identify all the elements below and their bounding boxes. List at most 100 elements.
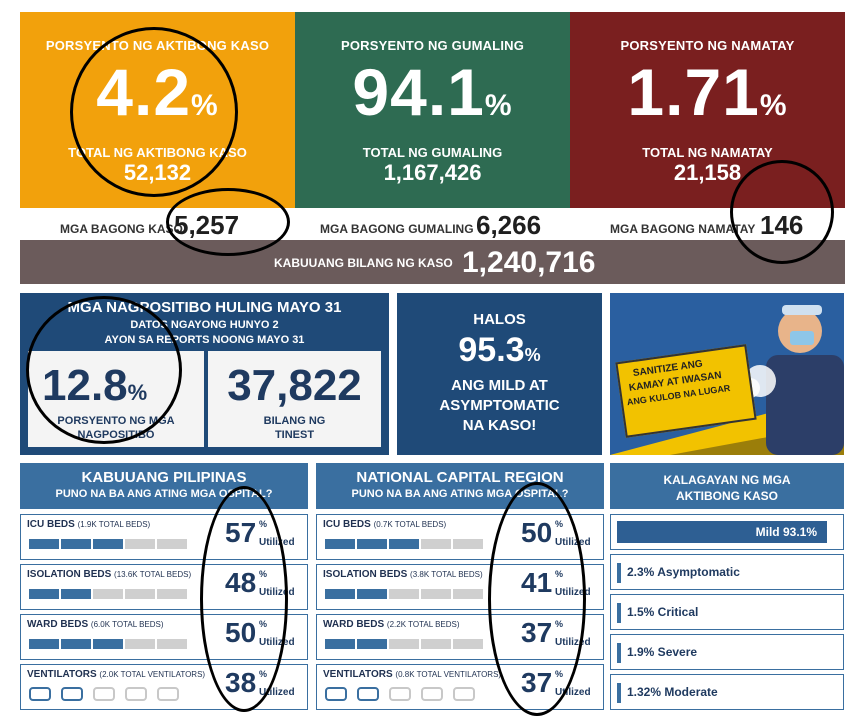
bed-row-title: VENTILATORS (0.8K TOTAL VENTILATORS) xyxy=(323,669,502,680)
recovered-card: PORSYENTO NG GUMALING 94.1% TOTAL NG GUM… xyxy=(295,12,570,208)
tested-label1: BILANG NG xyxy=(263,415,326,427)
deaths-total-label: TOTAL NG NAMATAY xyxy=(642,145,773,160)
sanitize-poster: SANITIZE ANG KAMAY AT IWASAN ANG KULOB N… xyxy=(610,293,844,455)
annotation-circle xyxy=(488,482,586,716)
bed-icon xyxy=(61,589,91,599)
deaths-percent: 1.71% xyxy=(627,55,788,129)
total-cases-bar: KABUUANG BILANG NG KASO 1,240,716 xyxy=(20,240,845,284)
annotation-circle xyxy=(70,27,238,197)
mild-line3: NA KASO! xyxy=(462,417,537,434)
ventilator-icon xyxy=(453,687,475,701)
status-marker xyxy=(617,563,621,583)
bed-icon xyxy=(29,589,59,599)
bed-icon xyxy=(357,589,387,599)
bed-icon xyxy=(325,589,355,599)
new-deaths-label: MGA BAGONG NAMATAY xyxy=(610,222,756,236)
bed-icon xyxy=(325,639,355,649)
status-row: 1.5% Critical xyxy=(610,594,844,630)
bed-icon xyxy=(61,539,91,549)
bed-row-title: ISOLATION BEDS (3.8K TOTAL BEDS) xyxy=(323,569,483,580)
mild-line1: ANG MILD AT xyxy=(451,377,548,394)
ventilator-icon xyxy=(29,687,51,701)
ph-subtitle: PUNO NA BA ANG ATING MGA OSPITAL? xyxy=(55,488,273,500)
tested-box: 37,822 BILANG NG TINEST xyxy=(208,351,381,447)
mild-line2: ASYMPTOMATIC xyxy=(439,397,560,414)
annotation-circle xyxy=(26,296,182,444)
status-row: 2.3% Asymptomatic xyxy=(610,554,844,590)
bed-icon xyxy=(93,539,123,549)
status-label: 1.9% Severe xyxy=(627,645,698,659)
ventilator-icon xyxy=(61,687,83,701)
recovered-total-label: TOTAL NG GUMALING xyxy=(362,145,503,160)
utilized-label: Utilized xyxy=(555,687,591,698)
bed-icon xyxy=(357,539,387,549)
ventilator-icon xyxy=(325,687,347,701)
ventilator-icon xyxy=(125,687,147,701)
mild-percent: 95.3% xyxy=(458,331,541,369)
status-label: 2.3% Asymptomatic xyxy=(627,565,740,579)
bed-icon xyxy=(93,639,123,649)
bed-icon xyxy=(453,589,483,599)
ventilator-icon xyxy=(357,687,379,701)
bed-icon xyxy=(453,639,483,649)
bed-icon xyxy=(389,589,419,599)
bed-icon xyxy=(125,539,155,549)
bed-icon xyxy=(61,639,91,649)
bed-icon xyxy=(389,539,419,549)
annotation-circle xyxy=(200,486,288,712)
bed-icon xyxy=(357,639,387,649)
status-row: 1.9% Severe xyxy=(610,634,844,670)
status-marker xyxy=(617,643,621,663)
recovered-label: PORSYENTO NG GUMALING xyxy=(340,38,525,53)
bed-row-title: WARD BEDS (2.2K TOTAL BEDS) xyxy=(323,619,460,630)
bed-icon xyxy=(29,639,59,649)
status-title2: AKTIBONG KASO xyxy=(676,489,778,503)
ventilator-icon xyxy=(93,687,115,701)
bed-row-title: ISOLATION BEDS (13.6K TOTAL BEDS) xyxy=(27,569,192,580)
ventilator-icon xyxy=(157,687,179,701)
new-cases-label: MGA BAGONG KASO xyxy=(60,222,183,236)
status-row: 1.32% Moderate xyxy=(610,674,844,710)
bed-row-title: ICU BEDS (0.7K TOTAL BEDS) xyxy=(323,519,447,530)
annotation-circle xyxy=(166,188,290,256)
new-recovered-label: MGA BAGONG GUMALING xyxy=(320,222,474,236)
mild-halos: HALOS xyxy=(473,311,526,328)
new-recovered-value: 6,266 xyxy=(476,210,542,240)
poster-illustration xyxy=(610,305,844,455)
status-marker xyxy=(617,683,621,703)
status-title1: KALAGAYAN NG MGA xyxy=(663,473,791,487)
annotation-circle xyxy=(730,160,834,264)
bed-row-title: VENTILATORS (2.0K TOTAL VENTILATORS) xyxy=(27,669,206,680)
bed-icon xyxy=(421,539,451,549)
utilized-label: Utilized xyxy=(259,687,295,698)
tested-label2: TINEST xyxy=(274,429,315,441)
status-mild-label: Mild 93.1% xyxy=(755,525,817,539)
ph-title: KABUUANG PILIPINAS xyxy=(81,469,247,486)
bed-row-title: WARD BEDS (6.0K TOTAL BEDS) xyxy=(27,619,164,630)
bed-icon xyxy=(421,589,451,599)
bed-icon xyxy=(125,639,155,649)
ventilator-icon xyxy=(421,687,443,701)
bed-icon xyxy=(157,589,187,599)
bed-icon xyxy=(125,589,155,599)
tested-value: 37,822 xyxy=(227,361,362,410)
bed-icon xyxy=(157,639,187,649)
total-cases-label: KABUUANG BILANG NG KASO xyxy=(274,256,453,270)
bed-icon xyxy=(29,539,59,549)
ventilator-icon xyxy=(389,687,411,701)
status-mild-row: Mild 93.1% xyxy=(610,514,844,550)
bed-icon xyxy=(325,539,355,549)
bed-icon xyxy=(93,589,123,599)
status-mild-bar xyxy=(617,521,827,543)
bed-icon xyxy=(453,539,483,549)
bed-row-title: ICU BEDS (1.9K TOTAL BEDS) xyxy=(27,519,151,530)
bed-icon xyxy=(389,639,419,649)
bed-icon xyxy=(157,539,187,549)
status-label: 1.32% Moderate xyxy=(627,685,718,699)
deaths-label: PORSYENTO NG NAMATAY xyxy=(620,38,795,53)
mild-panel: HALOS 95.3% ANG MILD AT ASYMPTOMATIC NA … xyxy=(397,293,602,455)
deaths-total: 21,158 xyxy=(673,160,742,185)
status-label: 1.5% Critical xyxy=(627,605,699,619)
ncr-title: NATIONAL CAPITAL REGION xyxy=(356,469,564,486)
total-cases-value: 1,240,716 xyxy=(462,246,596,279)
